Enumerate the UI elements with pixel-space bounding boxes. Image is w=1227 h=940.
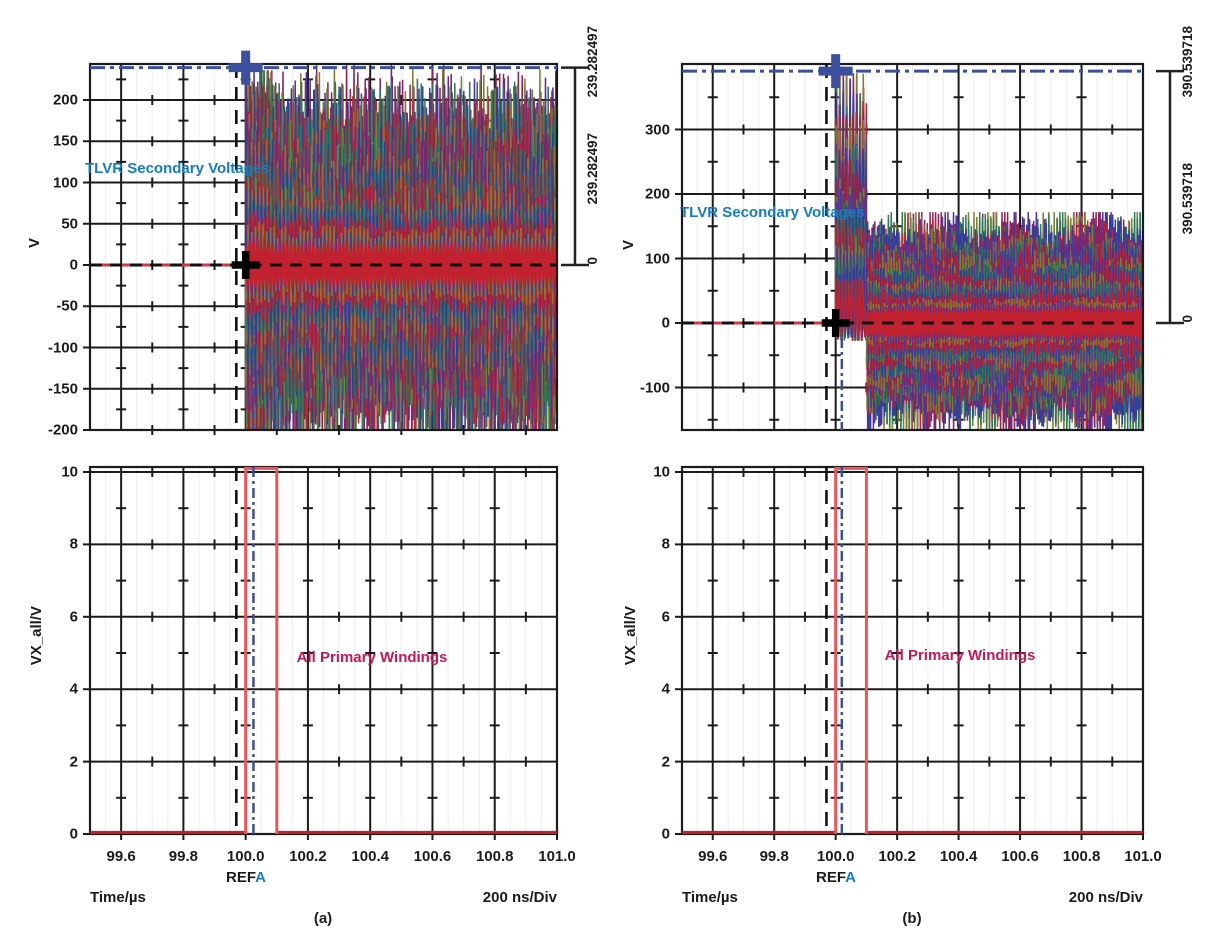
primary-winding-pulse-(a) — [244, 466, 279, 834]
cursor-bracket-(a) — [561, 66, 589, 267]
grid-(b) — [675, 64, 1144, 840]
cursor-bracket-(b) — [1156, 69, 1184, 325]
primary-winding-pulse-(b) — [834, 466, 868, 834]
